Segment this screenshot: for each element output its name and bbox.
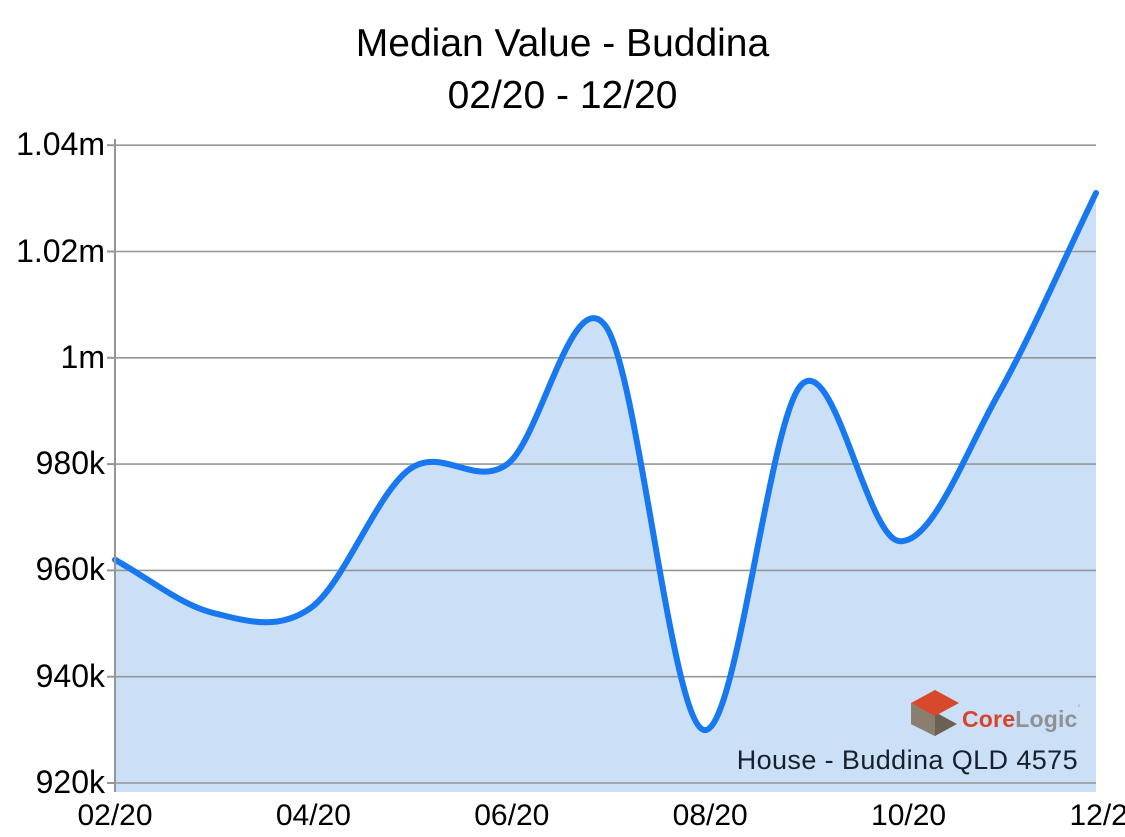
- corelogic-wordmark: CoreLogic’: [962, 702, 1080, 733]
- y-axis-label: 940k: [35, 657, 105, 694]
- cube-top-face: [911, 690, 959, 716]
- y-axis-label: 980k: [35, 445, 105, 482]
- chart-title-line1: Median Value - Buddina: [355, 22, 770, 65]
- trademark-mark: ’: [1077, 702, 1081, 716]
- corelogic-cube-icon: [911, 690, 959, 736]
- chart-title: Median Value - Buddina 02/20 - 12/20: [0, 18, 1125, 122]
- x-axis-label: 02/20: [77, 799, 153, 832]
- y-axis-label: 960k: [35, 551, 105, 588]
- cube-left-face: [911, 703, 935, 736]
- x-axis-label: 08/20: [672, 799, 748, 832]
- x-axis-label: 04/20: [275, 799, 351, 832]
- series-area-fill: [115, 193, 1096, 792]
- chart-title-line2: 02/20 - 12/20: [447, 74, 678, 117]
- series-line: [112, 190, 1099, 733]
- y-axis-label: 920k: [35, 764, 105, 800]
- series-caption: House - Buddina QLD 4575: [736, 745, 1078, 775]
- y-axis-label: 1m: [60, 338, 105, 375]
- x-axis-label: 12/20: [1069, 799, 1125, 832]
- y-axis-label: 1.02m: [16, 232, 105, 269]
- brand-logic-text: Logic: [1015, 706, 1078, 732]
- corelogic-watermark: CoreLogic’: [898, 684, 1080, 745]
- x-axis-label: 06/20: [474, 799, 550, 832]
- brand-core-text: Core: [962, 706, 1016, 732]
- y-axis-label: 1.04m: [16, 126, 105, 163]
- x-axis-label: 10/20: [871, 799, 947, 832]
